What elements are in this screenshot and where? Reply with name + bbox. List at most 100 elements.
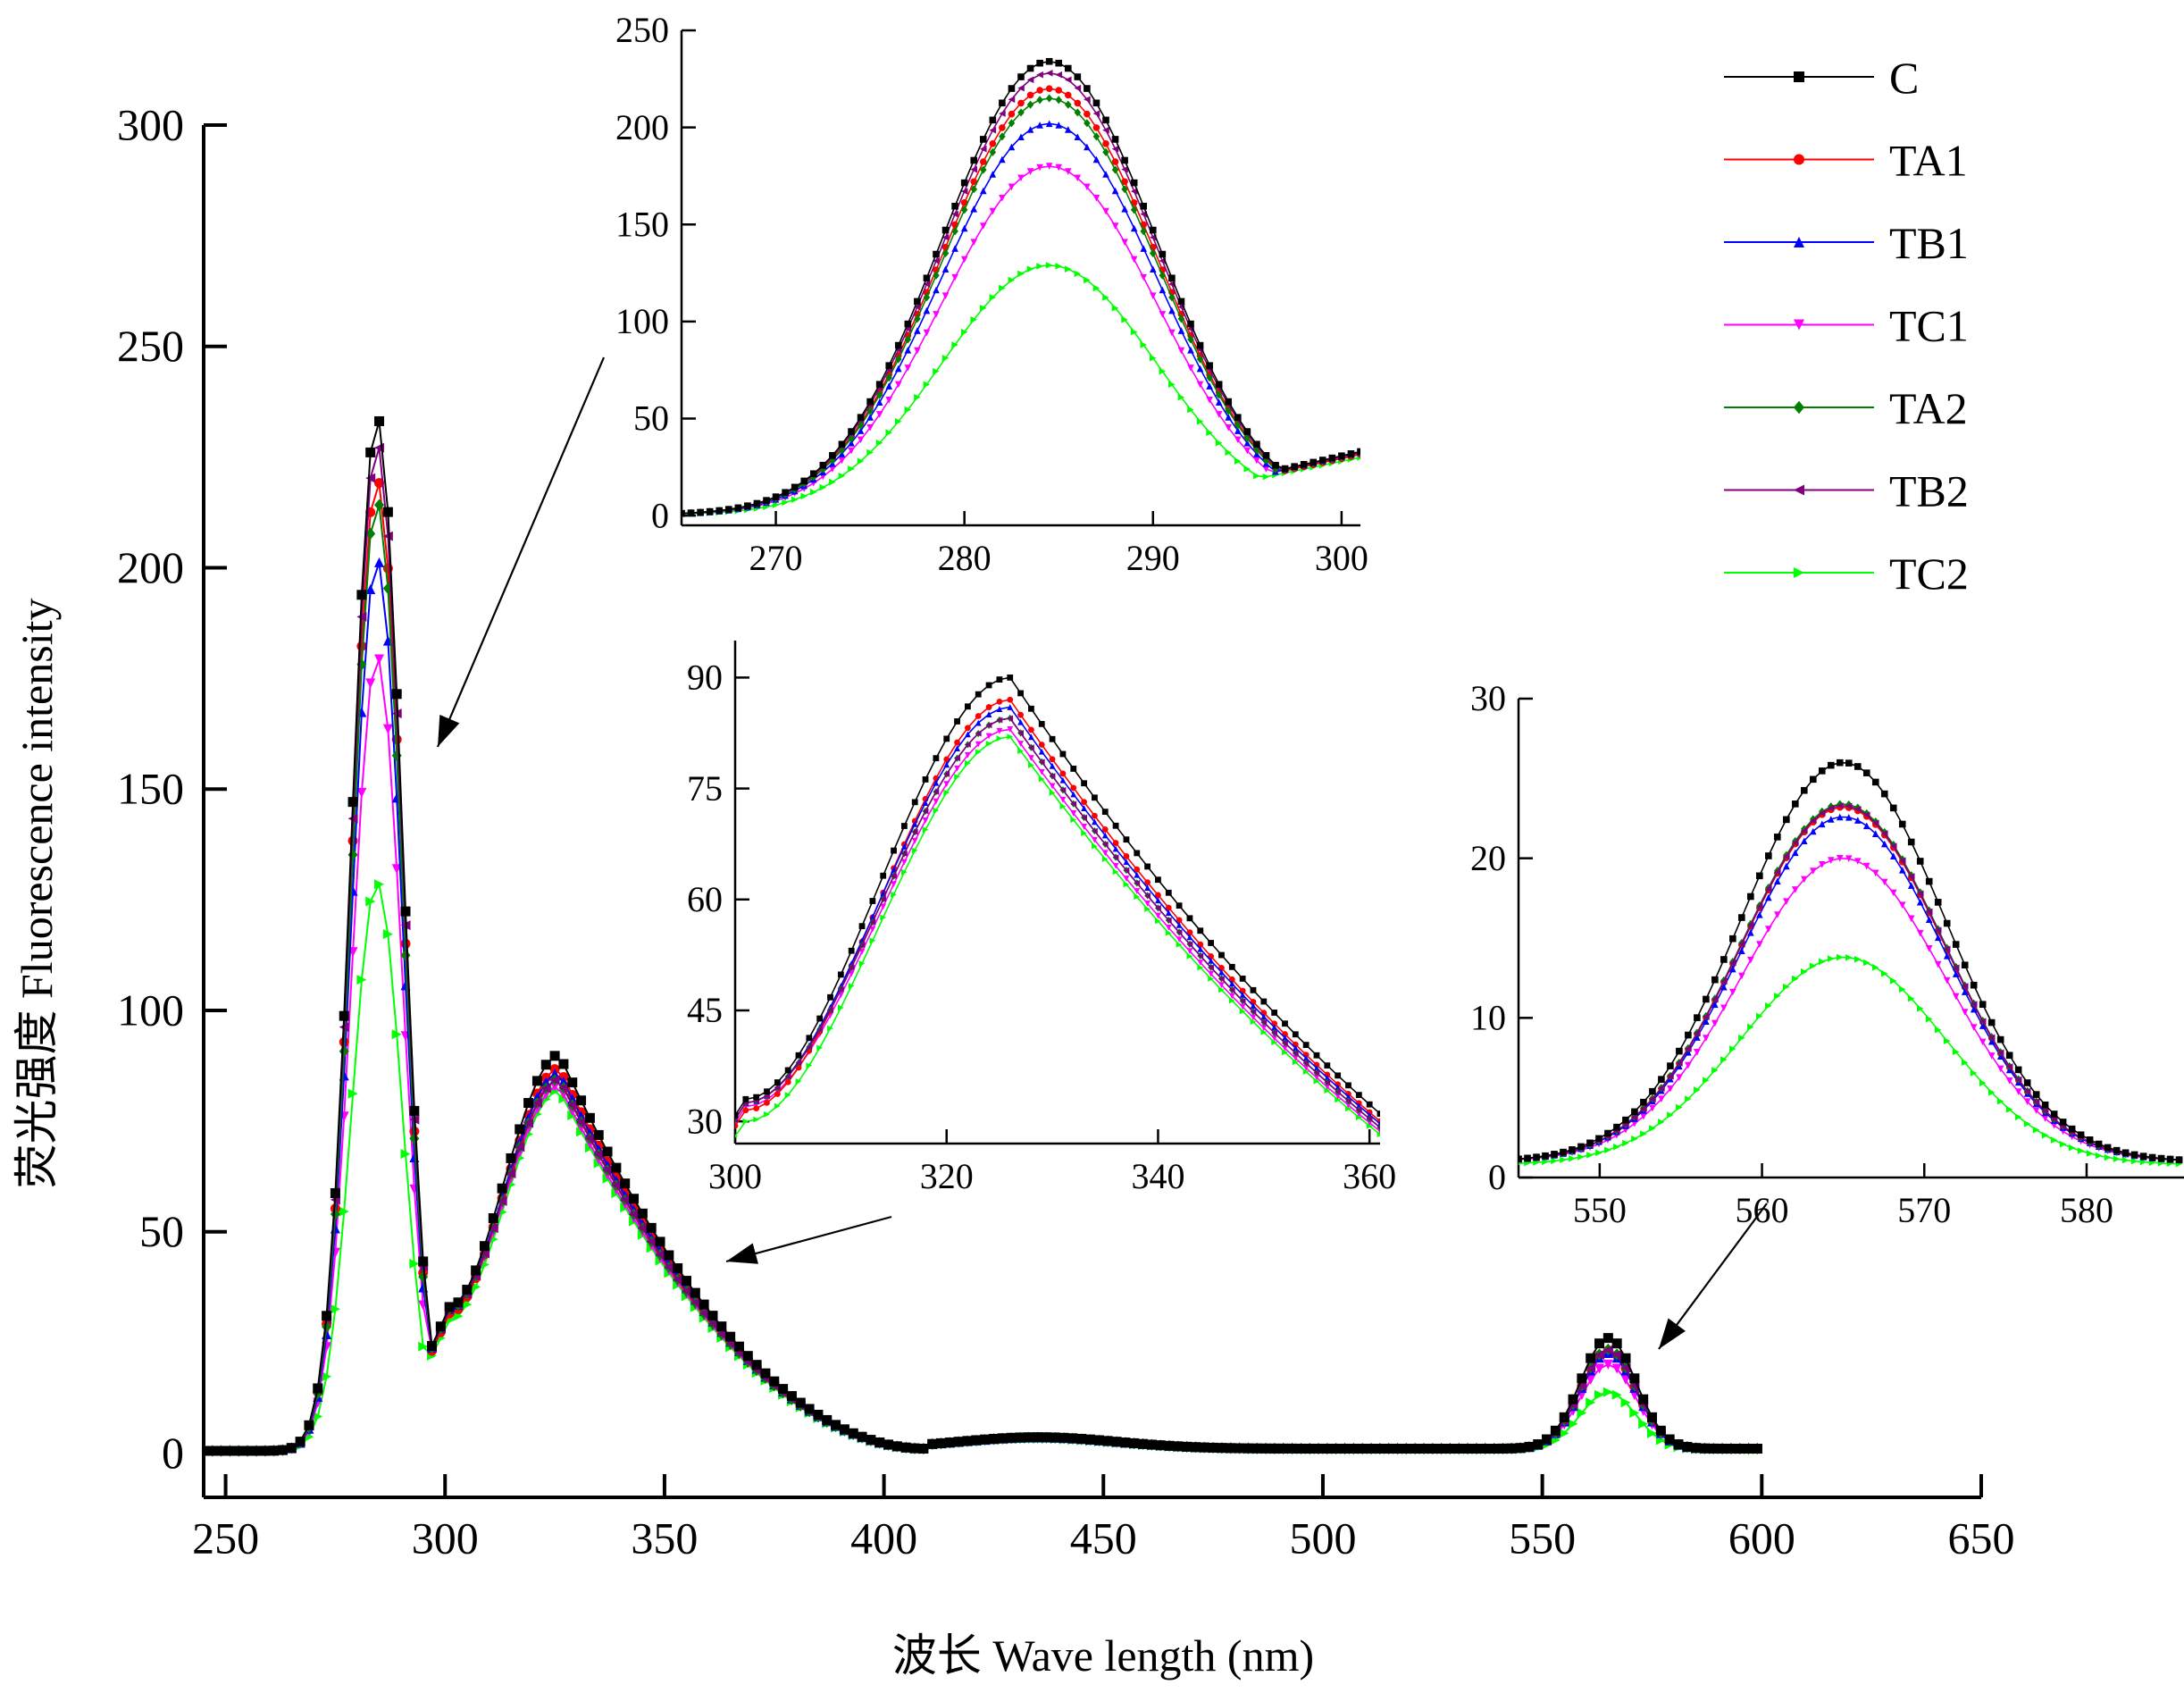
data-point-tc1 bbox=[1907, 915, 1915, 923]
data-point-tc2 bbox=[1335, 1096, 1342, 1103]
y-axis-label: 荧光强度 Fluorescence intensity bbox=[12, 599, 62, 1189]
data-point-c bbox=[724, 506, 732, 513]
data-point-ta1 bbox=[1059, 770, 1067, 777]
legend-label: TB1 bbox=[1889, 218, 1969, 268]
data-point-tc2 bbox=[1568, 1419, 1578, 1429]
data-point-c bbox=[1190, 1442, 1201, 1453]
data-point-c bbox=[1196, 341, 1204, 349]
data-point-c bbox=[858, 923, 866, 930]
data-point-tb1 bbox=[875, 398, 883, 406]
data-point-tc2 bbox=[462, 1299, 473, 1310]
data-point-tc2 bbox=[1747, 1023, 1754, 1031]
data-point-tb2 bbox=[1123, 867, 1130, 874]
data-point-c bbox=[848, 947, 855, 954]
data-point-tb2 bbox=[1979, 1018, 1987, 1026]
data-point-c bbox=[1418, 1443, 1429, 1454]
data-point-tc1 bbox=[1335, 1093, 1342, 1100]
legend-label: C bbox=[1889, 53, 1919, 103]
data-point-tc2 bbox=[1092, 842, 1098, 850]
data-point-tc2 bbox=[2130, 1157, 2138, 1165]
data-point-c bbox=[1427, 1443, 1438, 1454]
data-point-tc1 bbox=[1028, 755, 1034, 761]
data-point-ta1 bbox=[1070, 784, 1077, 792]
data-point-tb2 bbox=[1045, 69, 1053, 77]
data-point-tc2 bbox=[1720, 1056, 1728, 1063]
data-point-c bbox=[1331, 1443, 1342, 1454]
data-point-tc2 bbox=[1604, 1146, 1611, 1154]
data-point-tc2 bbox=[1622, 1139, 1629, 1147]
data-point-c bbox=[1533, 1439, 1544, 1450]
data-point-c bbox=[975, 691, 982, 698]
data-point-tb2 bbox=[1038, 758, 1045, 766]
data-point-ta2 bbox=[365, 527, 376, 540]
data-point-tc2 bbox=[1676, 1103, 1683, 1111]
data-point-tb2 bbox=[989, 126, 997, 134]
x-tick-label: 300 bbox=[1315, 538, 1368, 578]
data-point-tb1 bbox=[1720, 983, 1728, 991]
data-point-tb2 bbox=[716, 1328, 727, 1339]
data-point-tc1 bbox=[954, 765, 960, 772]
data-point-c bbox=[382, 507, 393, 517]
data-point-tb2 bbox=[479, 1248, 490, 1259]
data-point-c bbox=[1703, 995, 1710, 1003]
legend-marker-tb1 bbox=[1794, 237, 1804, 247]
series-line-ta2 bbox=[204, 504, 1758, 1452]
data-point-tb1 bbox=[1008, 143, 1016, 151]
data-point-tc1 bbox=[1250, 1014, 1257, 1021]
data-point-tb1 bbox=[1335, 1084, 1342, 1091]
data-point-c bbox=[1818, 767, 1826, 775]
data-point-tc1 bbox=[356, 787, 367, 798]
data-point-c bbox=[304, 1420, 314, 1430]
callout-arrow-head bbox=[438, 715, 460, 747]
data-point-c bbox=[1717, 1443, 1728, 1454]
data-point-ta1 bbox=[1026, 91, 1034, 99]
data-point-c bbox=[1729, 935, 1736, 943]
data-point-tb2 bbox=[848, 964, 855, 971]
data-point-tc2 bbox=[1045, 262, 1053, 269]
data-point-tc1 bbox=[1206, 396, 1213, 404]
data-point-tc1 bbox=[866, 424, 874, 432]
data-point-c bbox=[224, 1446, 235, 1456]
data-point-tc2 bbox=[1176, 941, 1183, 948]
y-tick-label: 250 bbox=[615, 10, 669, 50]
data-point-tc2 bbox=[374, 879, 385, 890]
data-point-tc2 bbox=[2005, 1106, 2013, 1113]
data-point-c bbox=[1676, 1047, 1683, 1055]
data-point-tc1 bbox=[1215, 411, 1223, 418]
data-point-tc2 bbox=[313, 1411, 323, 1421]
data-point-tb1 bbox=[923, 306, 931, 314]
data-point-c bbox=[1765, 852, 1772, 859]
data-point-tb2 bbox=[1345, 1097, 1351, 1104]
inset-plot-2: 30 45 60 75 90 300 320 340 360 bbox=[687, 641, 1396, 1196]
x-tick-label: 570 bbox=[1897, 1190, 1951, 1230]
data-point-tb1 bbox=[1017, 718, 1024, 725]
data-point-c bbox=[2166, 1155, 2174, 1163]
data-point-tc2 bbox=[1818, 958, 1826, 966]
data-point-c bbox=[1182, 1441, 1192, 1452]
data-point-tb2 bbox=[1111, 145, 1119, 153]
data-point-tc1 bbox=[1898, 901, 1906, 909]
data-point-tb1 bbox=[1961, 988, 1969, 995]
data-point-ta1 bbox=[964, 725, 971, 732]
data-point-tb1 bbox=[1845, 814, 1853, 821]
y-tick-label: 200 bbox=[615, 107, 669, 147]
data-point-tc1 bbox=[1889, 889, 1897, 897]
data-point-ta1 bbox=[784, 1078, 791, 1085]
data-point-tc2 bbox=[1144, 906, 1151, 912]
data-point-c bbox=[804, 1404, 815, 1414]
data-point-tc2 bbox=[2121, 1156, 2130, 1164]
data-point-tb1 bbox=[1123, 859, 1130, 866]
data-point-c bbox=[1604, 1129, 1611, 1137]
data-point-tc1 bbox=[1155, 912, 1161, 919]
data-point-c bbox=[1497, 1443, 1508, 1454]
data-point-c bbox=[1134, 850, 1141, 857]
data-point-c bbox=[918, 1443, 929, 1454]
data-point-tb2 bbox=[576, 1117, 587, 1127]
data-point-tc2 bbox=[1262, 473, 1270, 481]
data-point-tc2 bbox=[1880, 969, 1888, 977]
data-point-tb1 bbox=[1038, 748, 1045, 755]
data-point-c bbox=[1345, 1082, 1351, 1089]
data-point-tb2 bbox=[497, 1195, 507, 1206]
data-point-tc2 bbox=[1586, 1152, 1594, 1159]
data-point-ta2 bbox=[979, 165, 987, 174]
